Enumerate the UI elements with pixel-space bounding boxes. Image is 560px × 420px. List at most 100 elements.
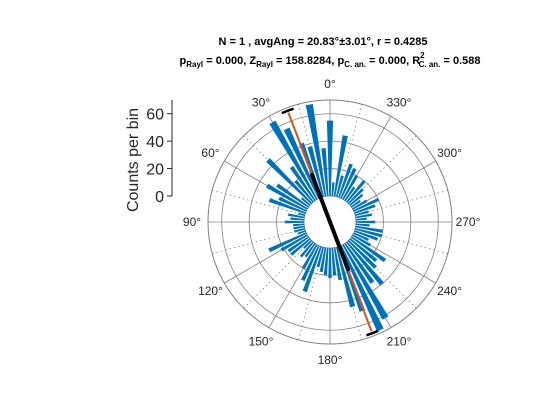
resultant-vector-line (310, 172, 350, 272)
histogram-bar (268, 232, 307, 253)
histogram-bar (350, 236, 387, 263)
histogram-bar (293, 225, 305, 230)
histogram-bar (354, 204, 376, 214)
histogram-bar (284, 220, 305, 224)
histogram-bar (354, 230, 379, 241)
histogram-bar (301, 245, 320, 282)
histogram-bar (319, 247, 327, 273)
histogram-bar (287, 236, 310, 253)
histogram-bar (354, 210, 369, 217)
histogram-bar (326, 120, 334, 197)
histogram-bar (300, 197, 311, 206)
histogram-bar (302, 246, 322, 293)
histogram-bar (353, 232, 370, 242)
histogram-bar (355, 217, 367, 221)
confidence-interval-arc (281, 107, 294, 115)
histogram-bar (355, 223, 370, 227)
histogram-bar (340, 167, 357, 199)
superscript-two: 2 (420, 51, 425, 60)
histogram-bar (294, 227, 306, 233)
histogram-bar (307, 145, 325, 198)
radial-axis-tick-label: 0 (155, 189, 164, 206)
histogram-bar (289, 165, 316, 202)
histogram-bar (350, 199, 361, 208)
theta-tick-label: 0° (324, 77, 336, 91)
subscript-can: C. an. (419, 60, 441, 69)
radial-axis-tick-label: 60 (146, 107, 164, 124)
histogram-bar (349, 193, 364, 206)
histogram-bar (340, 245, 384, 332)
histogram-bar (344, 242, 375, 284)
histogram-bar (321, 148, 329, 197)
theta-tick-label: 120° (198, 284, 223, 298)
histogram-bar (328, 247, 332, 279)
histogram-bar (331, 182, 335, 197)
histogram-bar (355, 220, 376, 224)
histogram-bar (342, 244, 389, 320)
radial-axis-tick-label: 20 (146, 162, 164, 179)
histogram-bar (301, 244, 318, 270)
z-rayl-value: 158.8284 (286, 55, 333, 67)
histogram-bar (304, 242, 316, 258)
theta-tick-label: 330° (387, 95, 412, 109)
theta-tick-label: 90° (183, 215, 201, 229)
histogram-bar (297, 230, 306, 235)
theta-tick-label: 300° (437, 146, 462, 160)
histogram-bar (278, 196, 307, 212)
radial-count-axis: 0 20 40 60 (146, 100, 173, 206)
theta-tick-label: 150° (249, 335, 274, 349)
theta-tick-label: 30° (252, 95, 270, 109)
histogram-bar (287, 213, 305, 219)
histogram-bar (346, 241, 384, 286)
histogram-bar (290, 238, 311, 256)
confidence-interval-arc (366, 329, 379, 337)
histogram-bar (283, 127, 320, 199)
histogram-bar (323, 247, 329, 276)
subscript-rayl: Rayl (256, 60, 273, 69)
histogram-bar (333, 247, 342, 281)
histogram-bar (269, 120, 318, 200)
chart-title-line-2: pRayl = 0.000, ZRayl = 158.8284, pC. an.… (180, 51, 481, 69)
histogram-bar (342, 174, 359, 200)
p-can-value: 0.000 (379, 55, 407, 67)
histogram-bar (276, 183, 310, 208)
histogram-bar (303, 239, 313, 249)
histogram-bar (293, 223, 305, 227)
histogram-bar (290, 217, 305, 221)
p-rayl-value: 0.000 (216, 55, 244, 67)
histogram-bar (333, 135, 348, 197)
theta-tick-label: 270° (456, 215, 481, 229)
histogram-bar (316, 246, 325, 268)
histogram-bar (354, 227, 383, 238)
histogram-bar (355, 225, 383, 233)
subscript-can: C. an. (344, 60, 366, 69)
histogram-bar (352, 234, 372, 247)
histogram-bar (355, 213, 373, 219)
radial-axis-tick-label: 40 (146, 134, 164, 151)
histogram-bar (347, 188, 364, 205)
histogram-bar (266, 183, 308, 210)
theta-tick-label: 240° (437, 284, 462, 298)
histogram-bar (346, 180, 366, 203)
histogram-bar (268, 198, 306, 214)
histogram-bar (338, 163, 353, 198)
subscript-rayl: Rayl (186, 60, 203, 69)
histogram-bar (344, 186, 356, 202)
theta-tick-label: 60° (201, 146, 219, 160)
histogram-bar (298, 212, 306, 217)
histogram-bar (349, 238, 378, 263)
r2-can-value: 0.588 (453, 55, 481, 67)
histogram-bar (347, 239, 377, 269)
histogram-bar (335, 175, 344, 198)
chart-title-line-1: N = 1 , avgAng = 20.83°±3.01°, r = 0.428… (219, 36, 428, 48)
histogram-bar (294, 180, 314, 203)
histogram-bar (353, 197, 380, 212)
y-axis-label: Counts per bin (125, 108, 142, 212)
mean-direction-overlay (281, 107, 379, 337)
theta-tick-label: 210° (387, 335, 412, 349)
histogram-bar (352, 199, 368, 210)
histogram-bar (266, 158, 313, 205)
histogram-bar (299, 241, 314, 258)
histogram-bar (280, 234, 308, 252)
